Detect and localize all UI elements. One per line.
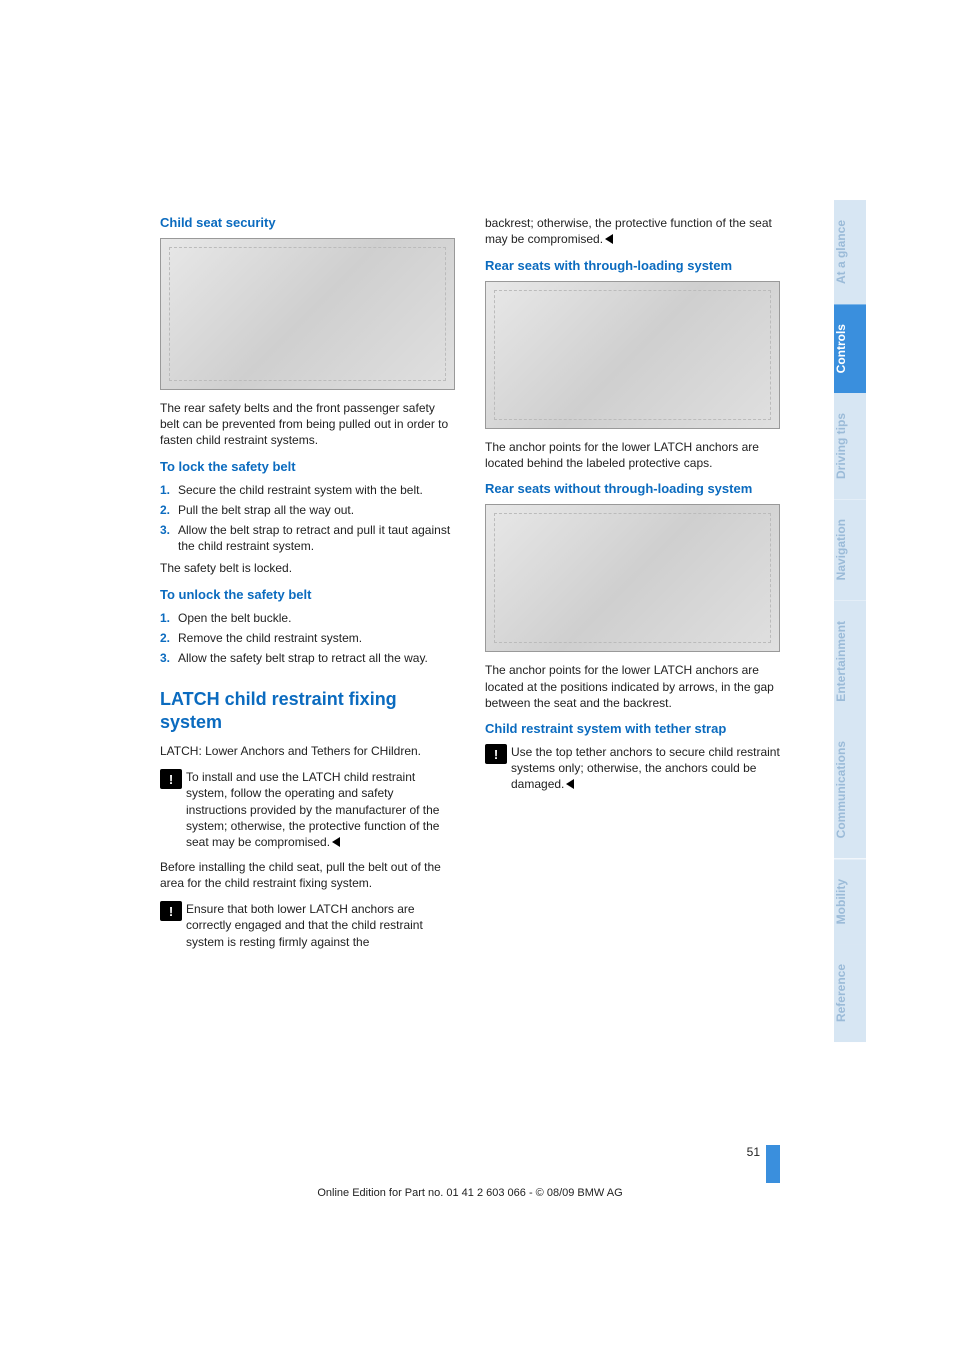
paragraph: Before installing the child seat, pull t…	[160, 859, 455, 891]
list-number: 1.	[160, 610, 178, 626]
illustration-child-seat-security	[160, 238, 455, 390]
paragraph-continuation: backrest; otherwise, the protective func…	[485, 215, 780, 248]
heading-child-seat-security: Child seat security	[160, 215, 455, 230]
list-number: 1.	[160, 482, 178, 498]
paragraph: The anchor points for the lower LATCH an…	[485, 662, 780, 711]
page-marker	[766, 1145, 780, 1183]
end-marker-icon	[605, 232, 613, 248]
end-marker-icon	[332, 835, 340, 851]
list-item: 2.Pull the belt strap all the way out.	[160, 502, 455, 518]
tab-mobility[interactable]: Mobility	[834, 859, 866, 944]
illustration-through-loading	[485, 281, 780, 429]
list-item: 3.Allow the safety belt strap to retract…	[160, 650, 455, 666]
warning-text: Ensure that both lower LATCH anchors are…	[186, 901, 455, 950]
paragraph: The safety belt is locked.	[160, 560, 455, 576]
warning-icon	[160, 769, 182, 789]
warning-icon	[485, 744, 507, 764]
warning-latch-engage: Ensure that both lower LATCH anchors are…	[160, 901, 455, 950]
list-text: Allow the belt strap to retract and pull…	[178, 522, 455, 554]
list-item: 2.Remove the child restraint system.	[160, 630, 455, 646]
side-tabs: At a glanceControlsDriving tipsNavigatio…	[834, 200, 866, 1042]
list-text: Remove the child restraint system.	[178, 630, 362, 646]
tab-controls[interactable]: Controls	[834, 304, 866, 393]
paragraph: LATCH: Lower Anchors and Tethers for CHi…	[160, 743, 455, 759]
list-item: 3.Allow the belt strap to retract and pu…	[160, 522, 455, 554]
heading-rear-with-through-loading: Rear seats with through-loading system	[485, 258, 780, 273]
heading-latch-system: LATCH child restraint fixing system	[160, 688, 455, 733]
warning-continuation-text: backrest; otherwise, the protective func…	[485, 216, 772, 246]
tab-driving-tips[interactable]: Driving tips	[834, 393, 866, 499]
left-column: Child seat security The rear safety belt…	[160, 215, 455, 958]
list-item: 1.Secure the child restraint system with…	[160, 482, 455, 498]
list-number: 2.	[160, 630, 178, 646]
warning-text: Use the top tether anchors to secure chi…	[511, 745, 780, 791]
list-lock-steps: 1.Secure the child restraint system with…	[160, 482, 455, 555]
page-footer: 51 Online Edition for Part no. 01 41 2 6…	[160, 1145, 780, 1199]
warning-icon	[160, 901, 182, 921]
heading-unlock-safety-belt: To unlock the safety belt	[160, 587, 455, 602]
tab-communications[interactable]: Communications	[834, 721, 866, 858]
tab-entertainment[interactable]: Entertainment	[834, 601, 866, 722]
illustration-without-through-loading	[485, 504, 780, 652]
tab-navigation[interactable]: Navigation	[834, 499, 866, 600]
heading-lock-safety-belt: To lock the safety belt	[160, 459, 455, 474]
footer-text: Online Edition for Part no. 01 41 2 603 …	[160, 1187, 780, 1199]
list-number: 2.	[160, 502, 178, 518]
list-text: Secure the child restraint system with t…	[178, 482, 423, 498]
heading-rear-without-through-loading: Rear seats without through-loading syste…	[485, 481, 780, 496]
warning-text: To install and use the LATCH child restr…	[186, 770, 439, 849]
page-content: Child seat security The rear safety belt…	[160, 215, 780, 958]
list-text: Pull the belt strap all the way out.	[178, 502, 354, 518]
page-number: 51	[747, 1145, 760, 1159]
tab-reference[interactable]: Reference	[834, 944, 866, 1042]
heading-tether-strap: Child restraint system with tether strap	[485, 721, 780, 736]
warning-latch-install: To install and use the LATCH child restr…	[160, 769, 455, 851]
list-number: 3.	[160, 650, 178, 666]
list-unlock-steps: 1.Open the belt buckle.2.Remove the chil…	[160, 610, 455, 667]
list-item: 1.Open the belt buckle.	[160, 610, 455, 626]
tab-at-a-glance[interactable]: At a glance	[834, 200, 866, 304]
list-text: Allow the safety belt strap to retract a…	[178, 650, 428, 666]
list-number: 3.	[160, 522, 178, 554]
right-column: backrest; otherwise, the protective func…	[485, 215, 780, 958]
end-marker-icon	[566, 777, 574, 793]
page-number-row: 51	[160, 1145, 780, 1183]
list-text: Open the belt buckle.	[178, 610, 291, 626]
paragraph: The anchor points for the lower LATCH an…	[485, 439, 780, 471]
paragraph: The rear safety belts and the front pass…	[160, 400, 455, 449]
warning-tether: Use the top tether anchors to secure chi…	[485, 744, 780, 793]
